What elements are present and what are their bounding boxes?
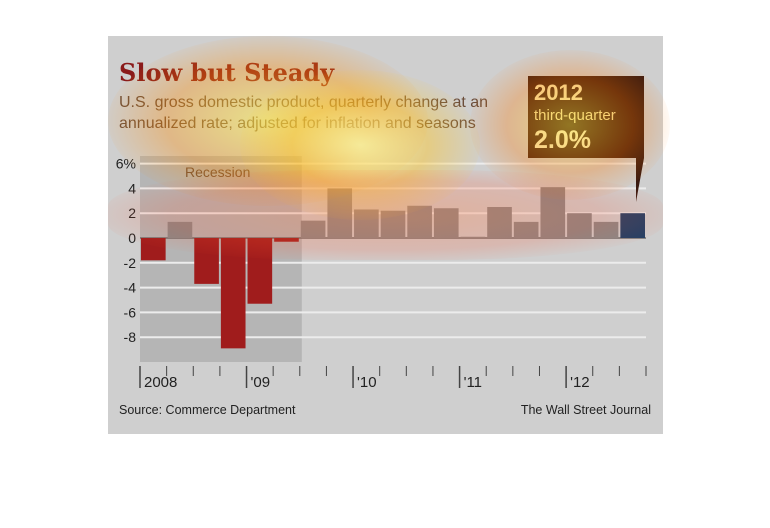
bar-7 xyxy=(300,220,326,238)
chart-subtitle: U.S. gross domestic product, quarterly c… xyxy=(119,94,489,132)
callout-year: 2012 xyxy=(534,80,583,105)
bar-11 xyxy=(407,205,432,238)
bar-13 xyxy=(460,236,486,238)
bar-1 xyxy=(141,238,166,261)
source-note: Source: Commerce Department xyxy=(119,403,296,417)
bar-12 xyxy=(433,208,459,238)
bar-16 xyxy=(540,187,566,238)
bar-8 xyxy=(327,188,353,238)
bar-3 xyxy=(194,238,219,284)
y-tick-label: 4 xyxy=(128,180,136,196)
bar-9 xyxy=(354,209,379,238)
recession-label: Recession xyxy=(185,164,250,180)
x-tick-label: 2008 xyxy=(144,374,177,391)
x-tick-label: '10 xyxy=(357,374,377,391)
x-tick-label: '09 xyxy=(251,374,271,391)
bar-4 xyxy=(220,238,246,349)
chart-title: Slow but Steady xyxy=(119,58,335,87)
y-tick-label: 2 xyxy=(128,205,136,221)
callout-value: 2.0% xyxy=(534,126,591,154)
y-tick-label: -4 xyxy=(124,280,137,296)
y-tick-label: -2 xyxy=(124,255,137,271)
chart-card: 6% 4 2 0 -2 -4 -6 -8 2008 '09 '10 '11 '12 Recession… xyxy=(108,36,663,434)
x-axis: 2008 '09 '10 '11 '12 xyxy=(139,365,647,391)
bar-10 xyxy=(380,210,406,238)
bar-5 xyxy=(247,238,273,304)
y-tick-labels: 6% 4 2 0 -2 -4 -6 -8 xyxy=(116,156,136,346)
y-tick-label: 0 xyxy=(128,230,136,246)
y-tick-label: 6% xyxy=(116,156,136,172)
bar-15 xyxy=(513,221,539,238)
bar-17 xyxy=(567,213,592,238)
bar-19 xyxy=(620,213,645,238)
highlight-callout: 2012 third-quarter 2.0% xyxy=(528,76,644,158)
callout-label: third-quarter xyxy=(534,107,616,124)
bar-18 xyxy=(593,221,619,238)
y-tick-label: -8 xyxy=(124,329,137,345)
x-tick-label: '12 xyxy=(570,374,590,391)
bar-14 xyxy=(487,207,512,238)
x-tick-label: '11 xyxy=(464,374,482,391)
bar-2 xyxy=(167,221,193,238)
callout-pointer xyxy=(636,158,644,202)
bar-6 xyxy=(274,238,299,242)
y-tick-label: -6 xyxy=(124,304,137,320)
credit-note: The Wall Street Journal xyxy=(520,403,651,417)
